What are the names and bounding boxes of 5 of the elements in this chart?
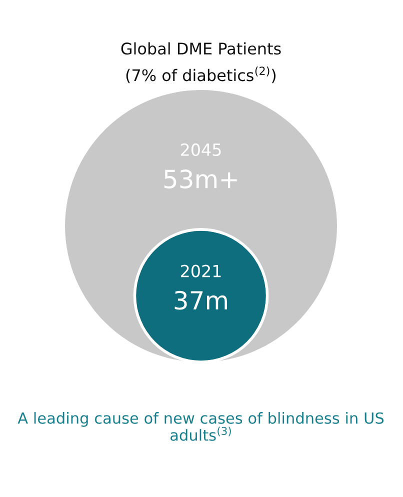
text: A leading cause of new cases of blindness in US adults$^{(3)}$ [18, 412, 384, 441]
category-label: 2021 [181, 264, 221, 278]
text: Global DME Patients [121, 42, 281, 55]
text: (7% of diabetics$^{(2)}$) [126, 66, 276, 84]
data-label: 37m [174, 290, 227, 310]
